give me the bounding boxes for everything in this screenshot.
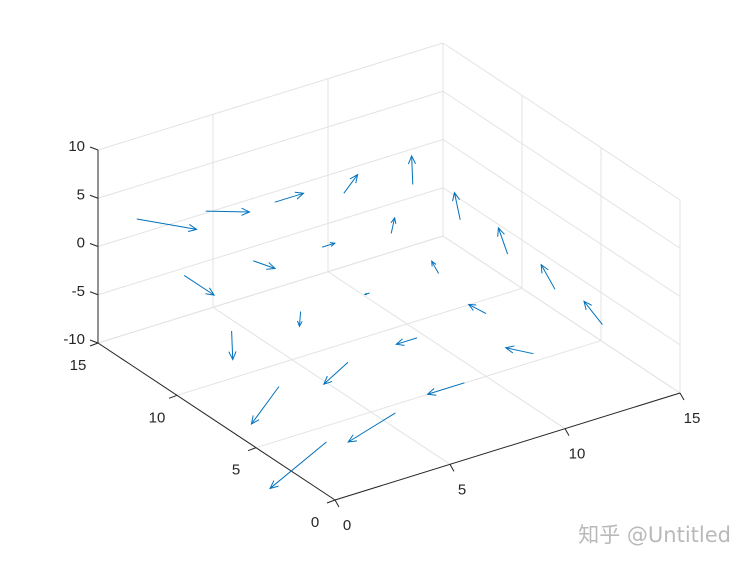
x-tick-label: 10 — [569, 446, 586, 463]
quiver-arrow — [274, 191, 305, 203]
quiver-arrow — [431, 260, 440, 274]
y-tick-mark — [89, 342, 99, 347]
x-tick-mark — [334, 499, 340, 508]
quiver-arrow — [363, 292, 370, 296]
quiver-arrow — [253, 260, 277, 270]
quiver-arrow — [205, 207, 251, 216]
z-tick-mark — [89, 146, 99, 151]
x-tick-mark — [679, 392, 685, 401]
quiver-arrow — [136, 218, 198, 233]
x-tick-label: 15 — [684, 410, 701, 427]
quiver-arrow — [347, 412, 396, 443]
watermark: 知乎 @Untitled — [578, 523, 731, 547]
x-axis — [334, 392, 681, 501]
y-tick-label: 5 — [232, 462, 240, 479]
z-tick-label: -10 — [63, 331, 85, 348]
quiver-arrow — [583, 300, 603, 325]
quiver-arrow — [407, 154, 417, 185]
grid-line-x-floor — [212, 306, 451, 465]
y-tick-label: 0 — [311, 514, 319, 531]
z-tick-label: -5 — [72, 283, 85, 300]
grid-line-z-side — [442, 235, 681, 394]
x-tick-mark — [449, 464, 455, 472]
quiver-arrow — [250, 386, 280, 425]
grid-line-z-back — [97, 139, 444, 247]
quiver-arrow — [343, 173, 359, 194]
quiver-arrow — [322, 361, 349, 385]
quiver-arrow — [504, 345, 534, 355]
quiver-arrow — [269, 441, 327, 490]
quiver-arrow — [183, 275, 216, 296]
quiver-arrow — [540, 263, 556, 290]
x-tick-mark — [564, 428, 570, 436]
x-tick-label: 5 — [458, 481, 466, 498]
z-tick-label: 0 — [77, 235, 85, 252]
y-tick-mark — [247, 447, 257, 452]
quiver-arrow — [228, 330, 237, 361]
quiver-arrow — [452, 191, 461, 220]
grid-line-z-back — [97, 90, 444, 199]
quiver-arrow — [322, 242, 337, 248]
grid-line-y-floor — [176, 287, 523, 396]
grid-line-z-side — [442, 42, 681, 201]
quiver-arrow — [395, 337, 418, 346]
quiver-arrow — [297, 311, 303, 328]
grid-line-z-side — [442, 139, 681, 297]
quiver-arrow — [497, 226, 509, 255]
z-tick-mark — [89, 194, 99, 199]
quiver-arrow — [390, 216, 397, 234]
quiver-arrow — [467, 303, 487, 315]
z-tick-mark — [89, 243, 99, 247]
y-tick-mark — [326, 499, 336, 504]
y-axis — [97, 342, 336, 501]
x-tick-label: 0 — [343, 517, 351, 534]
grid-line-z-back — [97, 42, 444, 151]
z-tick-mark — [89, 339, 99, 344]
quiver-arrow — [426, 382, 465, 396]
z-tick-label: 5 — [77, 186, 85, 203]
y-tick-mark — [168, 394, 178, 399]
z-tick-mark — [89, 291, 99, 296]
grid-line-z-side — [442, 187, 681, 346]
y-tick-label: 10 — [149, 409, 166, 426]
z-tick-label: 10 — [68, 138, 85, 155]
grid-line-z-back — [97, 235, 444, 344]
grid-line-z-side — [442, 90, 681, 249]
y-tick-label: 15 — [70, 357, 87, 374]
grid-line-x-floor — [327, 271, 566, 430]
grid-line-z-back — [97, 187, 444, 296]
